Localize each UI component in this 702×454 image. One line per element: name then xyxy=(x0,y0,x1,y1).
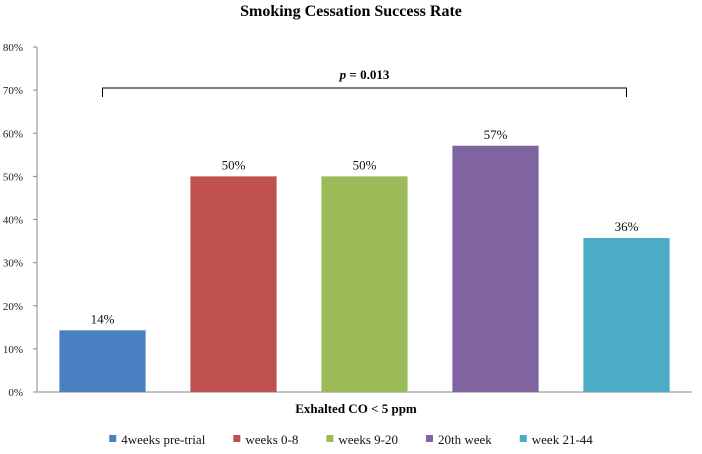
legend-item: weeks 0-8 xyxy=(233,432,298,447)
legend-item: weeks 9-20 xyxy=(326,432,398,447)
legend-label: weeks 9-20 xyxy=(338,432,398,447)
bar xyxy=(583,238,670,392)
legend-swatch xyxy=(425,435,433,442)
legend: 4weeks pre-trial weeks 0-8 weeks 9-20 20th … xyxy=(109,432,593,447)
legend-swatch xyxy=(233,435,241,442)
legend-label: weeks 0-8 xyxy=(245,432,298,447)
y-tick-label: 80% xyxy=(3,42,23,54)
p-value-annotation: p = 0.013 xyxy=(102,67,627,97)
bar xyxy=(452,145,539,392)
y-tick-label: 30% xyxy=(3,258,23,270)
p-symbol: p xyxy=(339,67,347,82)
bars: 14% 50% 50% 57% 36% xyxy=(59,127,670,392)
data-label: 57% xyxy=(484,127,508,142)
legend-swatch xyxy=(109,435,117,442)
y-tick-label: 50% xyxy=(3,171,23,183)
legend-item: week 21-44 xyxy=(519,432,594,447)
data-label: 36% xyxy=(615,219,639,234)
legend-item: 4weeks pre-trial xyxy=(109,432,206,447)
p-value-label: p = 0.013 xyxy=(339,67,390,82)
bar xyxy=(190,176,277,392)
y-tick-label: 60% xyxy=(3,128,23,140)
data-label: 50% xyxy=(353,157,377,172)
y-tick-label: 20% xyxy=(3,301,23,313)
data-label: 50% xyxy=(222,157,246,172)
chart-title: Smoking Cessation Success Rate xyxy=(240,3,462,20)
y-tick-label: 10% xyxy=(3,344,23,356)
data-label: 14% xyxy=(91,311,115,326)
legend-label: week 21-44 xyxy=(532,432,594,447)
y-tick-label: 40% xyxy=(3,215,23,227)
legend-item: 20th week xyxy=(425,432,492,447)
bar xyxy=(321,176,408,392)
bar xyxy=(59,330,146,392)
legend-label: 4weeks pre-trial xyxy=(121,432,205,447)
significance-bracket xyxy=(102,87,627,97)
x-axis-label: Exhalted CO < 5 ppm xyxy=(295,401,417,416)
y-tick-label: 70% xyxy=(3,85,23,97)
legend-swatch xyxy=(326,435,334,442)
p-value: = 0.013 xyxy=(346,67,390,82)
legend-label: 20th week xyxy=(438,432,492,447)
legend-swatch xyxy=(519,435,527,442)
y-tick-label: 0% xyxy=(8,387,23,399)
y-axis: 0% 10% 20% 30% 40% 50% 60% 70% 80% xyxy=(3,42,692,399)
